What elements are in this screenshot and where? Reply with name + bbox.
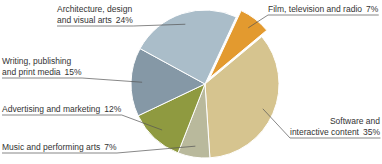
label-underline [290, 138, 380, 139]
chart: Film, television and radio 7% Software and… [0, 0, 382, 164]
label-underline [57, 26, 133, 27]
category-text: Architecture, design [57, 4, 132, 14]
leader-line [117, 146, 195, 153]
category-text: Advertising and marketing [2, 104, 101, 114]
label-underline [2, 153, 117, 154]
slice-label: Architecture, designand visual arts 24% [57, 4, 133, 25]
category-text: Film, television and radio [268, 4, 362, 14]
value-label: 35% [363, 127, 380, 137]
value-label: 24% [116, 15, 133, 25]
labels: Film, television and radio 7% Software and… [2, 4, 380, 153]
leader-line [133, 24, 185, 26]
value-label: 7% [366, 4, 379, 14]
slice-label: Software andinteractive content35% [290, 116, 380, 137]
label-underline [268, 15, 379, 16]
category-text: Software and [330, 116, 380, 126]
category-text: Music and performing arts [2, 142, 100, 152]
leader-line [122, 115, 162, 130]
category-text: interactive content [290, 127, 360, 137]
slice-label: Music and performing arts 7% [2, 142, 117, 152]
slice-label: Advertising and marketing12% [2, 104, 122, 114]
pie [131, 10, 279, 158]
category-text: and visual arts [57, 15, 112, 25]
value-label: 12% [104, 104, 121, 114]
label-underline [2, 115, 122, 116]
label-underline [2, 78, 82, 79]
category-text: and print media [2, 67, 61, 77]
value-label: 15% [65, 67, 82, 77]
slice-label: Film, television and radio 7% [268, 4, 379, 14]
pie-slice [140, 10, 236, 84]
slice-label: Writing, publishingand print media 15% [2, 56, 82, 77]
leader-line [248, 15, 268, 28]
leader-line [263, 109, 290, 138]
category-text: Writing, publishing [2, 56, 72, 66]
value-label: 7% [104, 142, 117, 152]
leader-line [82, 78, 142, 82]
